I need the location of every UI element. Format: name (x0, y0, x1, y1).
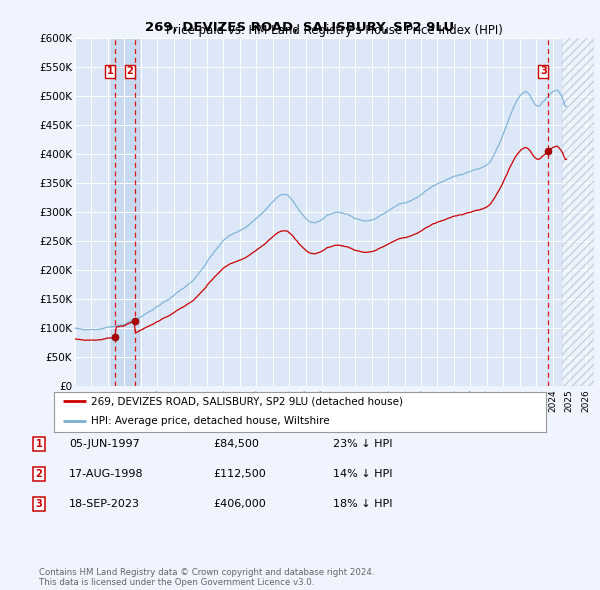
Text: £84,500: £84,500 (213, 439, 259, 448)
Text: 1: 1 (107, 67, 113, 77)
Bar (562, 38, 594, 386)
Text: 18% ↓ HPI: 18% ↓ HPI (333, 499, 392, 509)
Text: 269, DEVIZES ROAD, SALISBURY, SP2 9LU: 269, DEVIZES ROAD, SALISBURY, SP2 9LU (145, 21, 455, 34)
Text: 3: 3 (540, 67, 547, 77)
Text: 3: 3 (35, 499, 43, 509)
Text: 18-SEP-2023: 18-SEP-2023 (69, 499, 140, 509)
Text: 05-JUN-1997: 05-JUN-1997 (69, 439, 140, 448)
Text: 2: 2 (35, 469, 43, 478)
Text: 269, DEVIZES ROAD, SALISBURY, SP2 9LU (detached house): 269, DEVIZES ROAD, SALISBURY, SP2 9LU (d… (91, 396, 403, 407)
Text: £112,500: £112,500 (213, 469, 266, 478)
Text: £406,000: £406,000 (213, 499, 266, 509)
Text: Contains HM Land Registry data © Crown copyright and database right 2024.
This d: Contains HM Land Registry data © Crown c… (39, 568, 374, 587)
Title: Price paid vs. HM Land Registry's House Price Index (HPI): Price paid vs. HM Land Registry's House … (166, 24, 503, 37)
Text: 17-AUG-1998: 17-AUG-1998 (69, 469, 143, 478)
Text: 2: 2 (127, 67, 133, 77)
Text: HPI: Average price, detached house, Wiltshire: HPI: Average price, detached house, Wilt… (91, 417, 329, 427)
Text: 1: 1 (35, 439, 43, 448)
Text: 23% ↓ HPI: 23% ↓ HPI (333, 439, 392, 448)
Bar (111, 38, 139, 386)
Text: 14% ↓ HPI: 14% ↓ HPI (333, 469, 392, 478)
